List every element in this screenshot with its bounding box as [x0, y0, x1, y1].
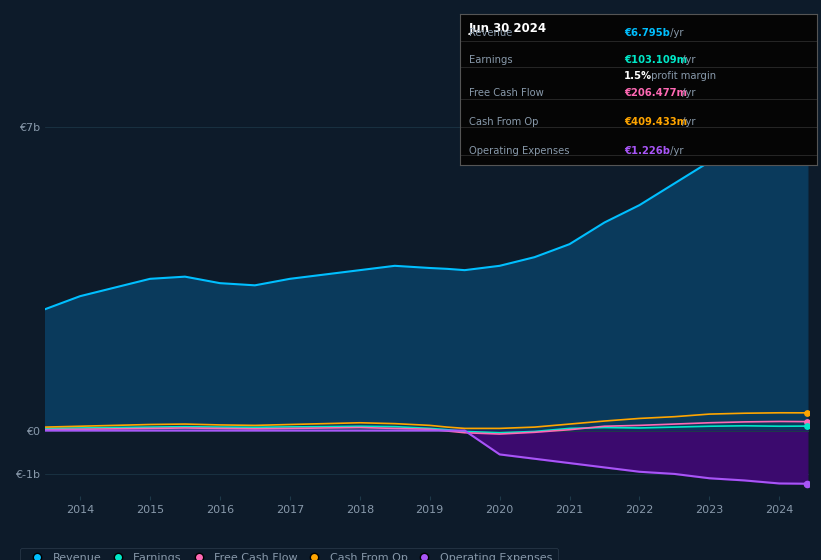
Text: /yr: /yr	[667, 146, 683, 156]
Point	[800, 132, 814, 141]
Text: profit margin: profit margin	[649, 72, 717, 81]
Text: /yr: /yr	[667, 27, 683, 38]
Text: Operating Expenses: Operating Expenses	[469, 146, 569, 156]
Text: /yr: /yr	[679, 88, 695, 98]
Text: €206.477m: €206.477m	[624, 88, 687, 98]
Text: €1.226b: €1.226b	[624, 146, 670, 156]
Point	[800, 417, 814, 426]
Text: Cash From Op: Cash From Op	[469, 117, 538, 127]
Text: Jun 30 2024: Jun 30 2024	[469, 21, 547, 35]
Point	[800, 422, 814, 431]
Legend: Revenue, Earnings, Free Cash Flow, Cash From Op, Operating Expenses: Revenue, Earnings, Free Cash Flow, Cash …	[21, 548, 558, 560]
Text: /yr: /yr	[679, 117, 695, 127]
Text: Revenue: Revenue	[469, 27, 512, 38]
Point	[800, 479, 814, 488]
Text: Free Cash Flow: Free Cash Flow	[469, 88, 544, 98]
Text: €103.109m: €103.109m	[624, 55, 687, 65]
Text: /yr: /yr	[679, 55, 695, 65]
Text: €409.433m: €409.433m	[624, 117, 687, 127]
Point	[800, 408, 814, 417]
Text: 1.5%: 1.5%	[624, 72, 652, 81]
Text: €6.795b: €6.795b	[624, 27, 670, 38]
Text: Earnings: Earnings	[469, 55, 512, 65]
